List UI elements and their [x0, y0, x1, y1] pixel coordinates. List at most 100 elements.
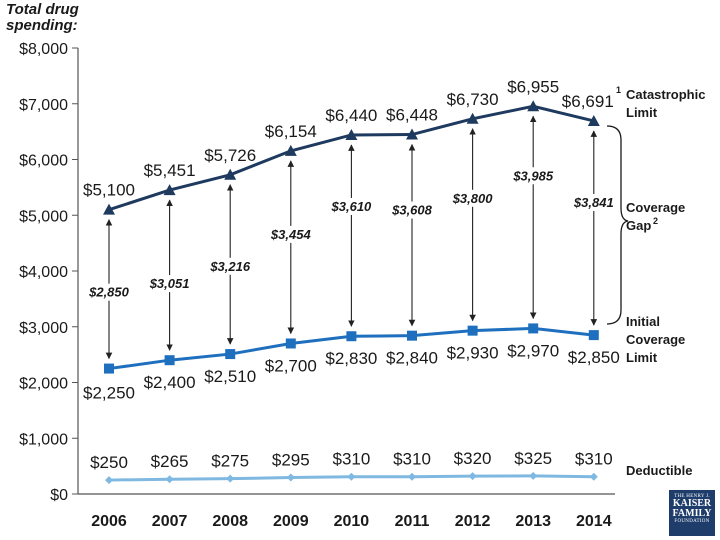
coverage-gap-label: $3,800 [452, 191, 494, 206]
y-tick-label: $0 [50, 487, 68, 504]
x-tick-label: 2013 [515, 513, 551, 530]
deductible-data-label: $310 [393, 450, 431, 469]
deductible-point [468, 472, 477, 481]
x-tick-label: 2007 [152, 513, 188, 530]
deductible-point [589, 472, 598, 481]
coverage-gap-label-bg [82, 283, 136, 301]
initial-coverage-data-label: $2,250 [83, 384, 135, 403]
coverage-gap-brace [606, 125, 629, 325]
catastrophic-point [527, 100, 540, 112]
catastrophic-point [587, 114, 600, 126]
initial-coverage-legend-line1: Initial [626, 314, 660, 329]
coverage-gap-label-bg [506, 167, 560, 185]
catastrophic-point [224, 168, 237, 180]
logo-line4: FOUNDATION [674, 519, 710, 524]
deductible-point [105, 476, 113, 485]
coverage-gap-legend-line1: Coverage [626, 200, 685, 215]
catastrophic-data-label: $5,726 [204, 146, 256, 165]
coverage-gap-label: $3,454 [270, 227, 312, 242]
x-tick-label: 2012 [455, 513, 491, 530]
y-tick-label: $2,000 [19, 376, 68, 393]
catastrophic-legend-line1: Catastrophic [626, 87, 705, 102]
coverage-gap-label-bg [324, 197, 378, 215]
deductible-point [529, 471, 538, 480]
initial-coverage-point [225, 349, 236, 360]
initial-coverage-point [104, 363, 114, 374]
deductible-data-label: $250 [90, 453, 128, 472]
deductible-point [286, 473, 295, 482]
deductible-point [347, 472, 356, 481]
coverage-gap-label-bg [567, 193, 621, 211]
deductible-data-label: $310 [332, 450, 370, 469]
catastrophic-point [103, 203, 115, 215]
coverage-gap-label: $2,850 [88, 285, 130, 300]
x-tick-label: 2006 [91, 513, 127, 530]
initial-coverage-point [528, 323, 539, 334]
y-tick-label: $4,000 [19, 264, 68, 281]
catastrophic-data-label: $6,154 [265, 122, 317, 141]
logo-line2: KAISER [672, 498, 712, 509]
deductible-data-label: $265 [151, 452, 189, 471]
catastrophic-data-label: $6,730 [447, 90, 499, 109]
catastrophic-data-label: $6,691 [562, 92, 614, 111]
catastrophic-data-label: $6,448 [386, 106, 438, 125]
catastrophic-point [406, 128, 418, 140]
deductible-data-label: $295 [272, 451, 310, 470]
coverage-gap-legend-line2: Gap [626, 218, 651, 233]
initial-coverage-legend-line3: Limit [626, 350, 658, 365]
coverage-gap-label: $3,216 [209, 259, 251, 274]
initial-coverage-data-label: $2,850 [568, 348, 620, 367]
coverage-gap-label-bg [446, 189, 500, 207]
initial-coverage-data-label: $2,830 [325, 349, 377, 368]
initial-coverage-data-label: $2,510 [204, 367, 256, 386]
coverage-gap-label: $3,608 [391, 203, 433, 218]
deductible-data-label: $325 [514, 449, 552, 468]
coverage-gap-footnote-marker: 2 [653, 216, 658, 226]
x-tick-label: 2008 [212, 513, 248, 530]
x-tick-label: 2011 [395, 513, 430, 530]
catastrophic-footnote-marker: 1 [616, 85, 621, 95]
catastrophic-data-label: $6,440 [325, 106, 377, 125]
catastrophic-data-label: $5,451 [144, 161, 196, 180]
initial-coverage-data-label: $2,970 [507, 341, 559, 360]
y-tick-label: $1,000 [19, 431, 68, 448]
coverage-gap-label-bg [264, 225, 318, 243]
initial-coverage-data-label: $2,700 [265, 356, 317, 375]
y-tick-label: $3,000 [19, 320, 68, 337]
deductible-data-label: $310 [575, 450, 613, 469]
x-tick-label: 2014 [576, 513, 612, 530]
coverage-gap-label: $3,841 [573, 195, 614, 210]
initial-coverage-point [407, 330, 417, 341]
y-tick-label: $7,000 [19, 97, 68, 114]
initial-coverage-legend-line2: Coverage [626, 332, 685, 347]
coverage-gap-label-bg [143, 275, 197, 293]
y-tick-label: $8,000 [19, 41, 68, 58]
deductible-point [226, 474, 235, 483]
initial-coverage-point [467, 325, 478, 336]
initial-coverage-data-label: $2,840 [386, 349, 438, 368]
coverage-gap-label: $3,610 [331, 199, 373, 214]
initial-coverage-point [588, 330, 599, 341]
coverage-gap-label: $3,985 [512, 168, 554, 183]
y-tick-label: $6,000 [19, 153, 68, 170]
catastrophic-legend-line2: Limit [626, 105, 658, 120]
coverage-gap-label: $3,051 [149, 276, 190, 291]
catastrophic-point [284, 144, 297, 156]
deductible-point [165, 475, 174, 484]
x-tick-label: 2009 [273, 513, 309, 530]
logo-line1: THE HENRY J. [674, 494, 710, 499]
catastrophic-data-label: $5,100 [83, 181, 135, 200]
deductible-legend: Deductible [626, 463, 692, 478]
catastrophic-point [163, 184, 176, 196]
initial-coverage-data-label: $2,400 [144, 373, 196, 392]
x-tick-label: 2010 [334, 513, 370, 530]
catastrophic-point [345, 128, 358, 140]
catastrophic-point [466, 112, 479, 124]
initial-coverage-data-label: $2,930 [447, 344, 499, 363]
y-axis-title: Total drug spending: [6, 1, 79, 34]
deductible-data-label: $275 [211, 452, 249, 471]
kaiser-logo: THE HENRY J. KAISER FAMILY FOUNDATION [669, 490, 715, 536]
initial-coverage-point [285, 338, 296, 349]
